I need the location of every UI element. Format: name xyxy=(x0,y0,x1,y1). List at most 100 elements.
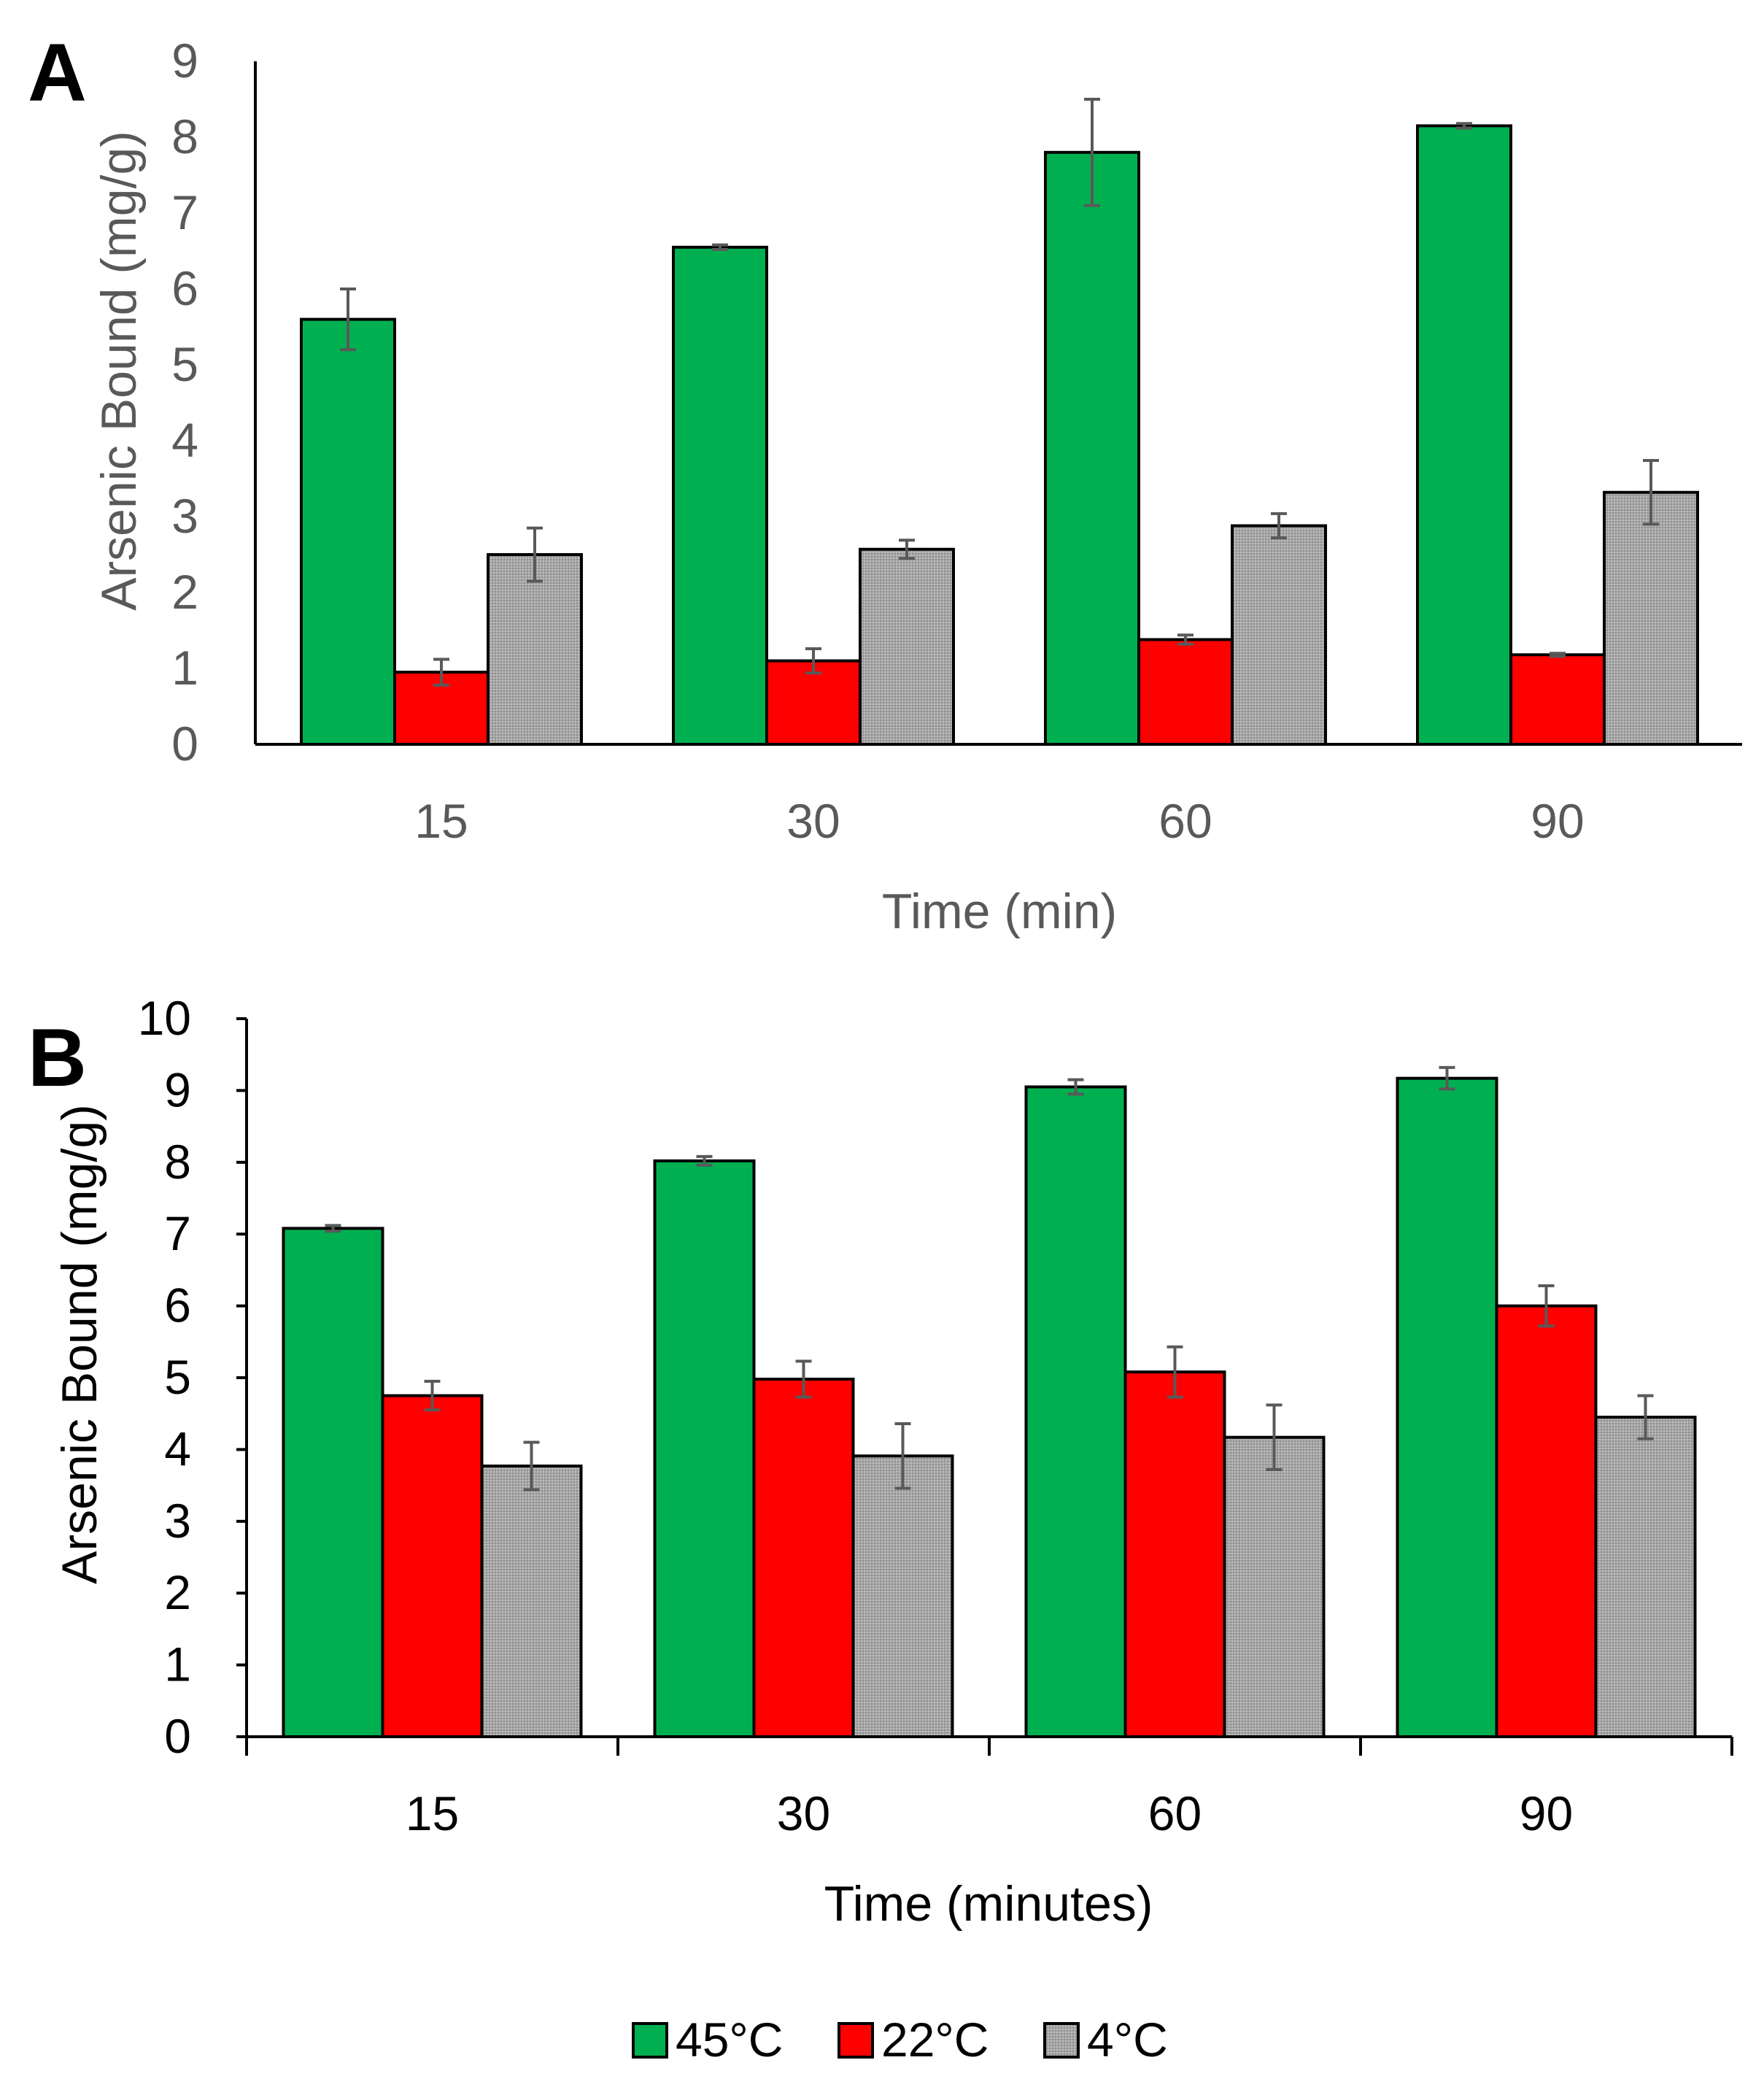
panel-a-letter: A xyxy=(28,27,87,118)
panel-b-bars xyxy=(282,1076,1697,1739)
panel-a-x-ticks: 15 30 60 90 xyxy=(414,794,1584,848)
error-bar xyxy=(1637,1394,1654,1440)
x-tick-label: 60 xyxy=(1148,1786,1202,1840)
error-bar xyxy=(523,1440,540,1492)
bar-45c-15 xyxy=(300,317,396,747)
y-tick-label: 1 xyxy=(171,641,198,695)
legend-swatch-22c xyxy=(837,2022,874,2059)
bar-45c-90 xyxy=(1416,124,1512,746)
bar-4c-15 xyxy=(480,1465,583,1738)
x-tick-label: 60 xyxy=(1158,794,1212,848)
x-tick-label: 90 xyxy=(1520,1786,1573,1840)
panel-a-y-ticks: 0 1 2 3 4 5 6 7 8 9 xyxy=(171,34,198,771)
panel-b-error-bars xyxy=(325,1065,1654,1492)
panel-b-chart: B 0 1 2 3 4 5 6 7 8 9 10 15 30 60 90 Time (minutes) A… xyxy=(28,991,1733,1932)
error-bar xyxy=(1439,1065,1455,1091)
bar-45c-60 xyxy=(1024,1085,1127,1738)
panel-a-x-axis-label: Time (min) xyxy=(882,884,1117,939)
bar-4c-90 xyxy=(1594,1416,1697,1738)
legend-label-4c: 4°C xyxy=(1087,2013,1168,2067)
error-bar xyxy=(899,539,915,560)
legend-swatch-4c xyxy=(1043,2022,1080,2059)
panel-b-y-axis-label: Arsenic Bound (mg/g) xyxy=(52,1104,107,1584)
y-tick-label: 9 xyxy=(164,1062,191,1116)
y-tick-label: 6 xyxy=(164,1278,191,1332)
bar-45c-30 xyxy=(672,245,768,746)
y-tick-label: 5 xyxy=(171,337,198,391)
y-tick-label: 0 xyxy=(171,717,198,771)
panel-b-axes xyxy=(245,1019,1733,1756)
error-bar xyxy=(527,526,543,583)
legend-label-45c: 45°C xyxy=(676,2013,783,2067)
y-tick-label: 6 xyxy=(171,261,198,315)
y-tick-label: 3 xyxy=(171,489,198,543)
error-bar xyxy=(805,647,821,675)
panel-a-error-bars xyxy=(340,98,1659,687)
y-tick-label: 8 xyxy=(171,109,198,163)
error-bar xyxy=(340,288,356,352)
y-tick-label: 2 xyxy=(171,565,198,619)
x-tick-label: 30 xyxy=(786,794,840,848)
panel-b-x-axis-label: Time (minutes) xyxy=(824,1876,1153,1932)
error-bar xyxy=(894,1421,911,1490)
panel-a-bars xyxy=(300,124,1699,747)
error-bar xyxy=(433,657,449,687)
panel-b-y-ticks: 0 1 2 3 4 5 6 7 8 9 10 xyxy=(138,991,247,1763)
legend: 45°C 22°C 4°C xyxy=(632,2013,1168,2067)
error-bar xyxy=(1643,459,1659,526)
panel-b-x-ticks: 15 30 60 90 xyxy=(406,1786,1573,1840)
error-bar xyxy=(1084,98,1100,207)
bar-4c-60 xyxy=(1231,524,1327,746)
legend-swatch-45c xyxy=(632,2022,668,2059)
y-tick-label: 1 xyxy=(164,1637,191,1691)
y-tick-label: 7 xyxy=(171,185,198,239)
panel-a-axes xyxy=(254,61,1742,746)
error-bar xyxy=(1456,122,1472,130)
error-bar xyxy=(712,243,728,251)
error-bar xyxy=(1266,1403,1283,1471)
y-tick-label: 4 xyxy=(164,1421,191,1475)
bar-4c-60 xyxy=(1223,1435,1326,1738)
bar-22c-90 xyxy=(1509,653,1606,747)
bar-22c-60 xyxy=(1137,638,1234,746)
y-tick-label: 2 xyxy=(164,1565,191,1619)
panel-a-y-axis-label: Arsenic Bound (mg/g) xyxy=(91,131,147,611)
bar-4c-30 xyxy=(851,1454,954,1738)
error-bar xyxy=(1177,633,1194,646)
bar-22c-15 xyxy=(381,1394,484,1738)
y-tick-label: 0 xyxy=(164,1709,191,1763)
bar-4c-90 xyxy=(1603,490,1699,746)
error-bar xyxy=(795,1359,812,1399)
error-bar xyxy=(325,1224,341,1233)
y-tick-label: 8 xyxy=(164,1135,191,1189)
bar-22c-30 xyxy=(752,1377,855,1739)
y-tick-label: 9 xyxy=(171,34,198,88)
y-tick-label: 3 xyxy=(164,1494,191,1548)
bar-22c-90 xyxy=(1495,1304,1598,1738)
panel-a-chart: A 0 1 2 3 4 5 6 7 8 9 15 30 60 90 Time (min) Arsenic… xyxy=(28,27,1742,939)
error-bar xyxy=(424,1379,441,1412)
x-tick-label: 15 xyxy=(406,1786,459,1840)
y-tick-label: 10 xyxy=(138,991,191,1045)
bar-45c-15 xyxy=(282,1227,384,1738)
y-tick-label: 7 xyxy=(164,1206,191,1260)
error-bar xyxy=(1067,1078,1084,1096)
bar-4c-30 xyxy=(859,547,955,746)
x-tick-label: 30 xyxy=(777,1786,830,1840)
error-bar xyxy=(1167,1345,1183,1399)
bar-45c-30 xyxy=(653,1159,756,1739)
error-bar xyxy=(1271,512,1287,540)
y-tick-label: 5 xyxy=(164,1350,191,1404)
error-bar xyxy=(696,1154,713,1167)
y-tick-label: 4 xyxy=(171,413,198,467)
x-tick-label: 15 xyxy=(414,794,468,848)
bar-22c-60 xyxy=(1123,1370,1226,1739)
panel-b-letter: B xyxy=(28,1012,87,1103)
bar-45c-90 xyxy=(1396,1076,1498,1738)
bar-45c-60 xyxy=(1044,150,1140,747)
error-bar xyxy=(1550,652,1566,658)
error-bar xyxy=(1538,1284,1555,1328)
x-tick-label: 90 xyxy=(1531,794,1584,848)
legend-label-22c: 22°C xyxy=(881,2013,989,2067)
